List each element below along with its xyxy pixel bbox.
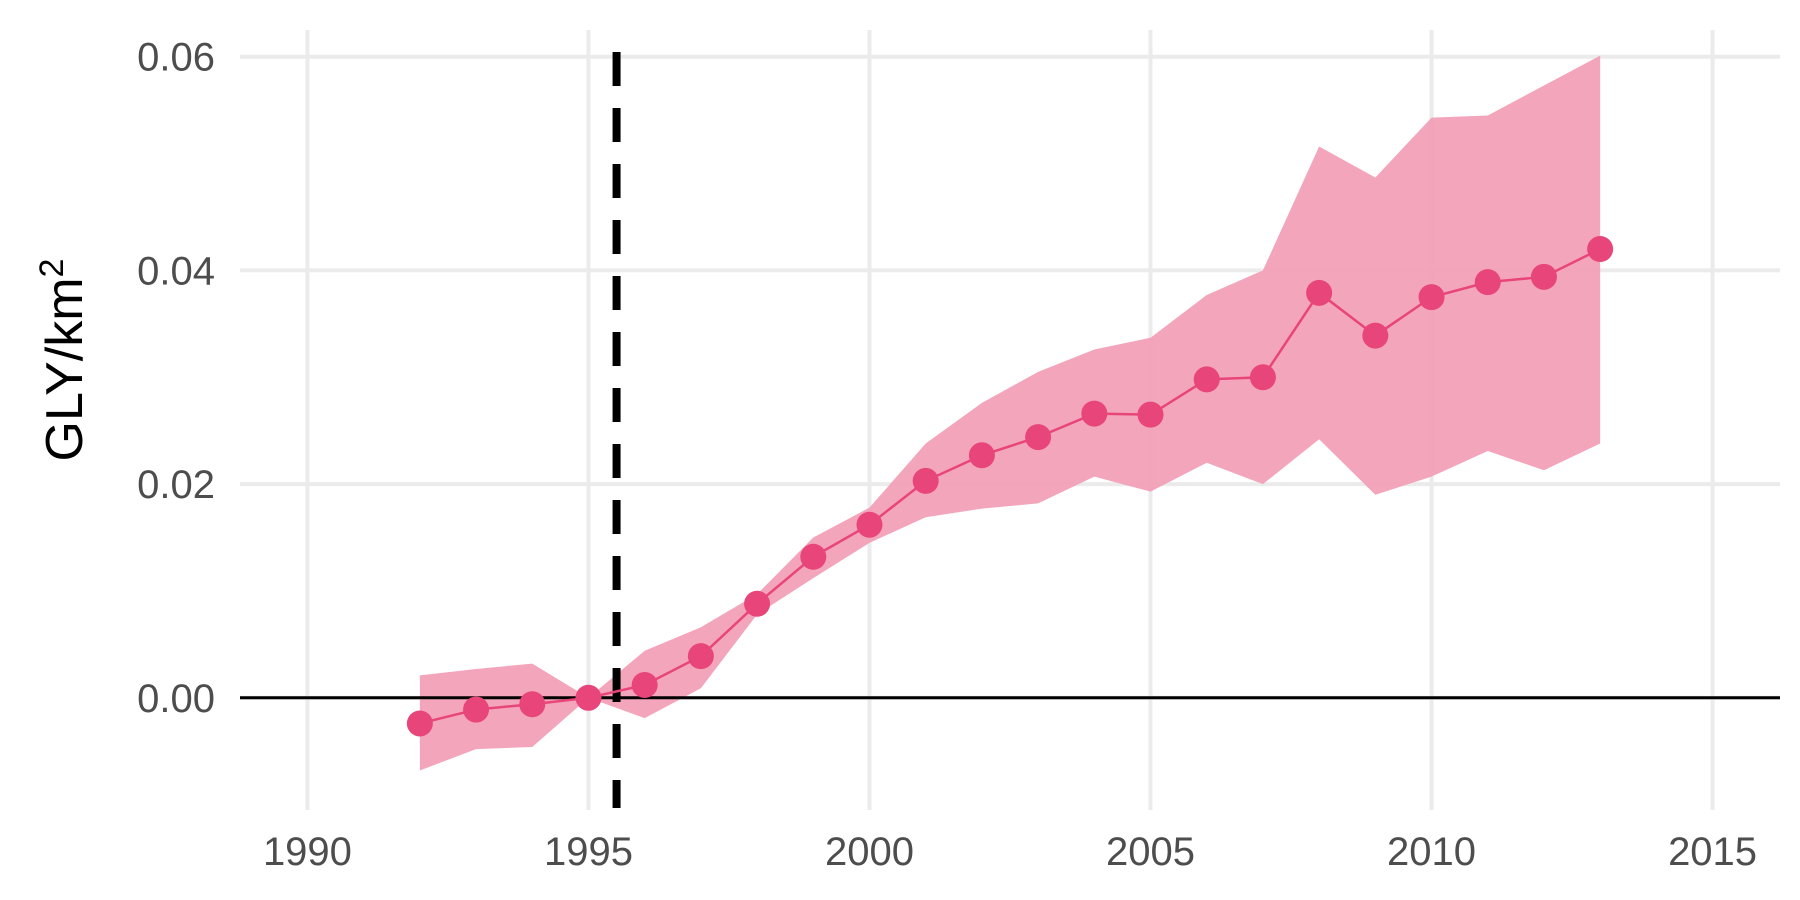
data-point <box>1193 366 1220 393</box>
data-point <box>631 671 658 698</box>
data-point <box>1587 236 1614 263</box>
x-tick-label: 1990 <box>263 830 352 874</box>
series-layer <box>406 236 1614 737</box>
y-axis-title: GLY/km2 <box>33 259 94 462</box>
y-axis-title-superscript: 2 <box>33 259 71 278</box>
data-point <box>1474 269 1501 296</box>
series-line <box>419 247 1601 725</box>
data-point <box>744 590 771 617</box>
data-point <box>406 710 433 737</box>
data-point <box>856 511 883 538</box>
data-point <box>463 696 490 723</box>
y-tick-label: 0.06 <box>137 36 215 80</box>
reference-lines <box>240 52 1780 808</box>
y-tick-label: 0.04 <box>137 249 215 293</box>
data-point <box>519 691 546 718</box>
data-point <box>575 684 602 711</box>
data-point <box>1362 322 1389 349</box>
data-point <box>1418 284 1445 311</box>
data-point <box>968 442 995 469</box>
data-point <box>1081 400 1108 427</box>
data-point <box>1137 401 1164 428</box>
data-point <box>1025 424 1052 451</box>
data-point <box>687 643 714 670</box>
data-point <box>1249 364 1276 391</box>
y-tick-label: 0.00 <box>137 677 215 721</box>
confidence-band <box>419 55 1601 771</box>
x-tick-label: 1995 <box>544 830 633 874</box>
data-point <box>1530 263 1557 290</box>
x-tick-label: 2000 <box>825 830 914 874</box>
x-tick-label: 2010 <box>1387 830 1476 874</box>
axis-labels: 1990 1995 2000 2005 2010 2015 0.00 0.02 0.04 0.06 <box>137 36 1757 874</box>
confidence-band-layer <box>419 55 1601 771</box>
data-point <box>800 543 827 570</box>
data-point <box>912 467 939 494</box>
x-tick-label: 2015 <box>1668 830 1757 874</box>
y-tick-label: 0.02 <box>137 463 215 507</box>
data-point <box>1306 279 1333 306</box>
x-tick-label: 2005 <box>1106 830 1195 874</box>
